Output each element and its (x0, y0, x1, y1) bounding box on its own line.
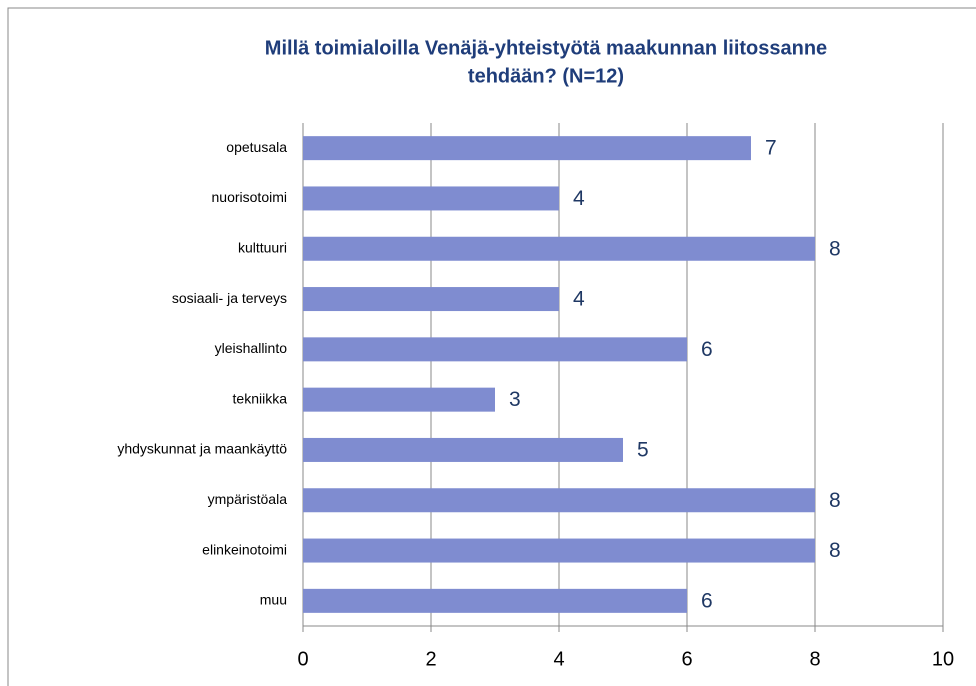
bar (303, 136, 751, 161)
chart-title: tehdään? (N=12) (468, 65, 624, 87)
bar (303, 186, 559, 211)
y-tick-label: nuorisotoimi (212, 189, 287, 205)
x-tick-label: 0 (297, 648, 308, 670)
x-tick-label: 2 (425, 648, 436, 670)
bar (303, 287, 559, 312)
bar (303, 437, 623, 462)
y-tick-label: opetusala (226, 139, 287, 155)
y-tick-label: sosiaali- ja terveys (172, 290, 287, 306)
data-label: 6 (701, 589, 713, 612)
y-tick-label: muu (260, 592, 287, 608)
bar (303, 236, 815, 261)
x-tick-label: 4 (553, 648, 564, 670)
data-label: 8 (829, 539, 841, 562)
bar (303, 588, 687, 613)
y-tick-label: yhdyskunnat ja maankäyttö (117, 441, 287, 457)
data-label: 5 (637, 438, 649, 461)
data-label: 4 (573, 187, 585, 210)
data-label: 4 (573, 288, 585, 311)
x-tick-label: 6 (681, 648, 692, 670)
data-label: 8 (829, 237, 841, 260)
data-label: 7 (765, 137, 777, 160)
y-tick-label: elinkeinotoimi (202, 541, 287, 557)
data-label: 8 (829, 489, 841, 512)
y-tick-label: yleishallinto (215, 340, 288, 356)
bar (303, 337, 687, 362)
y-tick-label: tekniikka (233, 390, 288, 406)
chart-title: Millä toimialoilla Venäjä-yhteistyötä ma… (265, 37, 827, 59)
y-tick-label: kulttuuri (238, 239, 287, 255)
data-label: 6 (701, 338, 713, 361)
data-label: 3 (509, 388, 521, 411)
bar (303, 538, 815, 563)
x-tick-label: 10 (932, 648, 954, 670)
bar (303, 488, 815, 513)
x-tick-label: 8 (809, 648, 820, 670)
y-tick-label: ympäristöala (208, 491, 288, 507)
bar (303, 387, 495, 412)
